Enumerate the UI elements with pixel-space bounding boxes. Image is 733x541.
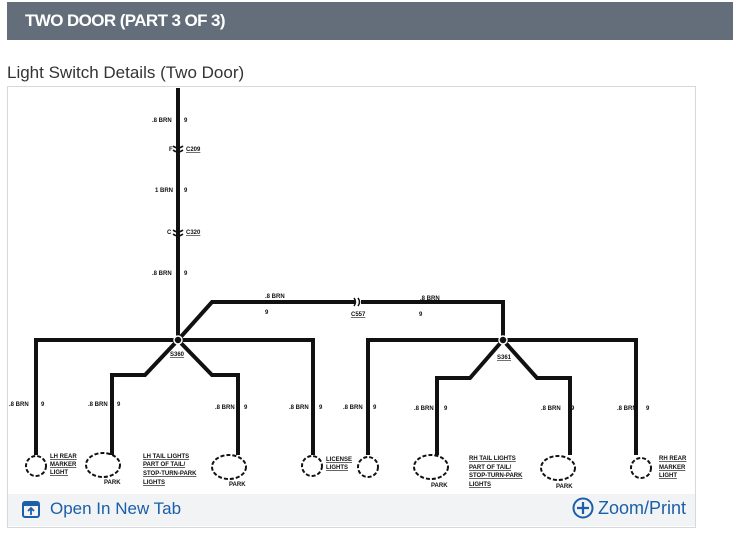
branch-c557-wire [176, 300, 505, 342]
wire-label: .8 BRN [152, 118, 172, 124]
connector-c320-icon [172, 229, 184, 237]
open-in-new-tab-label: Open In New Tab [50, 499, 182, 518]
circuit-label: 9 [184, 118, 188, 124]
diagram-label: .8 BRN [414, 406, 434, 412]
diagram-label: PARK [104, 480, 121, 486]
splice-label: S360 [170, 352, 185, 358]
diagram-label: .8 BRN [343, 405, 363, 411]
diagram-label: LIGHTS [326, 465, 348, 471]
diagram-title: Light Switch Details (Two Door) [7, 63, 245, 82]
diagram-label: 9 [244, 405, 248, 411]
wire-label: 1 BRN [155, 188, 173, 194]
diagram-label: PART OF TAIL/ [469, 465, 511, 471]
s360-tail-wires [110, 338, 240, 455]
diagram-label: LH REAR [50, 454, 77, 460]
diagram-label: .8 BRN [9, 402, 29, 408]
wire-label: .8 BRN [152, 271, 172, 277]
diagram-label: PARK [556, 484, 573, 490]
rh-marker-lamp-icon [630, 457, 652, 479]
lh-tail-lamp-icon [85, 452, 121, 478]
rh-tail-lamp-icon [413, 454, 449, 480]
rh-tail-lamp-icon [540, 455, 576, 481]
circuit-label: 9 [419, 312, 423, 318]
diagram-label: LIGHT [659, 473, 677, 479]
diagram-label: .8 BRN [541, 406, 561, 412]
connector-c209-icon [172, 145, 184, 153]
diagram-label: RH TAIL LIGHTS [469, 456, 516, 462]
diagram-label: 9 [41, 402, 45, 408]
section-header: TWO DOOR (PART 3 OF 3) [7, 2, 733, 40]
open-in-new-tab-link[interactable]: Open In New Tab [22, 499, 181, 519]
diagram-label: PARK [431, 483, 448, 489]
open-new-tab-icon [22, 500, 40, 518]
lh-tail-lamp-icon [211, 454, 247, 480]
header-title: TWO DOOR (PART 3 OF 3) [25, 11, 226, 30]
license-lamp-icon [301, 455, 323, 477]
pin-label: F [169, 147, 173, 153]
connector-label: C320 [186, 230, 201, 236]
wire-label: .8 BRN [420, 296, 440, 302]
diagram-label: LIGHTS [469, 482, 491, 488]
pin-label: C [167, 230, 172, 236]
diagram-label: PART OF TAIL/ [143, 462, 185, 468]
diagram-label: 9 [319, 405, 323, 411]
diagram-label: LIGHT [50, 470, 68, 476]
diagram-label: PARK [229, 482, 246, 488]
diagram-label: .8 BRN [215, 405, 235, 411]
zoom-print-link[interactable]: Zoom/Print [572, 497, 686, 519]
wire-label: .8 BRN [265, 294, 285, 300]
diagram-label: MARKER [659, 465, 686, 471]
connector-c557-icon [353, 297, 361, 307]
splice-label: S361 [497, 355, 512, 361]
diagram-label: MARKER [50, 462, 77, 468]
splice-s360 [173, 335, 183, 345]
lh-marker-lamp-icon [25, 455, 47, 477]
wires [34, 88, 638, 455]
diagram-label: RH REAR [659, 456, 687, 462]
circuit-label: 9 [184, 188, 188, 194]
plus-circle-icon [572, 497, 594, 519]
diagram-label: LICENSE [326, 457, 352, 463]
diagram-label: LIGHTS [143, 480, 165, 486]
circuit-label: 9 [184, 271, 188, 277]
diagram-label: LH TAIL LIGHTS [143, 454, 189, 460]
diagram-label: 9 [117, 402, 121, 408]
diagram-label: 9 [571, 406, 575, 412]
diagram-label: .8 BRN [289, 405, 309, 411]
s361-tail-wires [435, 338, 572, 455]
diagram-label: 9 [646, 406, 650, 412]
diagram-frame [7, 86, 696, 528]
diagram-label: .8 BRN [88, 402, 108, 408]
diagram-label: 9 [373, 405, 377, 411]
zoom-print-label: Zoom/Print [597, 497, 686, 518]
circuit-label: 9 [265, 310, 269, 316]
splice-s361 [498, 335, 508, 345]
diagram-label: STOP-TURN-PARK [143, 471, 197, 477]
diagram-label: STOP-TURN-PARK [469, 473, 523, 479]
diagram-label: .8 BRN [617, 406, 637, 412]
license-lamp-icon [357, 456, 379, 478]
diagram-label: 9 [444, 406, 448, 412]
connector-label: C209 [186, 147, 201, 153]
connector-label: C557 [351, 312, 366, 318]
